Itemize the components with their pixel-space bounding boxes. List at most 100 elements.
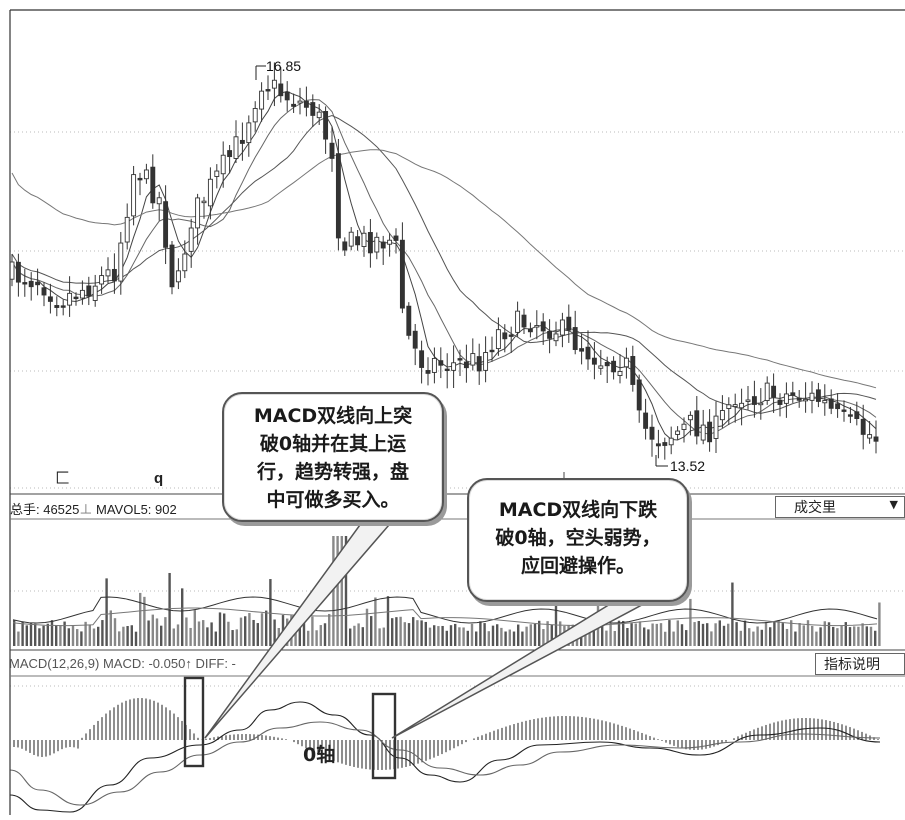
macd-value-label: MACD: -0.050 <box>102 656 186 671</box>
candle-body <box>214 170 220 177</box>
volume-bar <box>147 620 150 646</box>
volume-bar <box>168 572 171 646</box>
low-marker: 13.52 <box>655 455 705 474</box>
volume-bar <box>378 628 381 646</box>
candlestick <box>771 373 777 413</box>
volume-bar <box>508 629 511 646</box>
candlestick <box>847 406 853 424</box>
candle-body <box>457 358 463 361</box>
indicator-help-button[interactable]: 指标说明 <box>815 653 905 675</box>
candle-body <box>611 360 617 373</box>
volume-bar <box>315 630 318 646</box>
volume-bar <box>496 624 499 646</box>
volume-bar <box>210 622 213 646</box>
volume-bar <box>727 623 730 646</box>
candle-body <box>195 197 201 229</box>
candle-body <box>540 321 546 332</box>
candlestick <box>431 347 437 384</box>
candlestick <box>809 381 815 414</box>
volume-bar <box>160 625 163 646</box>
candle-body <box>227 150 233 158</box>
candlestick <box>617 354 623 384</box>
volume-bar <box>559 621 562 646</box>
candle-body <box>732 404 738 408</box>
volume-bar <box>722 625 726 646</box>
candle-body <box>118 242 124 282</box>
candle-body <box>771 385 777 398</box>
volume-bar <box>412 617 415 646</box>
candlestick <box>828 389 834 415</box>
candlestick <box>316 104 322 125</box>
candle-body <box>630 356 636 385</box>
volume-bar <box>101 620 104 646</box>
candlestick <box>207 167 213 220</box>
candlestick <box>604 356 610 383</box>
candlestick <box>47 283 53 314</box>
volume-bar <box>71 625 75 646</box>
candlestick <box>399 222 405 314</box>
chevron-down-icon: ▼ <box>889 498 898 511</box>
volume-bar <box>609 622 612 646</box>
candlestick <box>463 344 469 383</box>
candlestick <box>873 420 879 454</box>
volume-bar <box>605 630 608 646</box>
volume-bar <box>34 623 37 646</box>
candlestick <box>438 347 444 379</box>
candlestick <box>822 384 828 416</box>
candlestick <box>79 280 85 305</box>
candlestick <box>361 225 367 257</box>
callout-line: MACD双线向上突 <box>253 405 413 427</box>
volume-bar <box>500 627 503 646</box>
candlestick <box>649 414 655 457</box>
volume-bar <box>475 631 478 646</box>
volume-bar <box>42 625 45 646</box>
volume-bar <box>63 621 66 646</box>
volume-bar <box>424 621 427 646</box>
volume-bar <box>491 625 495 646</box>
candle-body <box>527 328 533 333</box>
candle-body <box>835 403 841 410</box>
candle-body <box>188 227 194 252</box>
candle-body <box>335 153 341 239</box>
volume-bar <box>332 536 335 646</box>
candlestick <box>188 218 194 268</box>
volume-bar <box>428 627 432 646</box>
candlestick <box>28 272 34 301</box>
volume-bar <box>130 625 133 646</box>
candle-body <box>636 379 642 411</box>
volume-bar <box>164 617 167 646</box>
volume-bar <box>794 631 797 646</box>
candlestick <box>662 437 668 460</box>
candle-body <box>310 102 316 116</box>
candlestick <box>694 396 700 445</box>
macd-dif-line <box>9 701 881 813</box>
volume-bar <box>176 624 180 646</box>
candlestick <box>521 308 527 334</box>
candle-body <box>643 412 649 429</box>
candlestick <box>726 397 732 425</box>
volume-bar <box>370 616 373 646</box>
volume-bar <box>483 623 486 646</box>
volume-bar <box>756 626 759 646</box>
volume-bar <box>659 623 663 646</box>
callout-line: 行，趋势转强，盘 <box>256 461 409 483</box>
callout-line: 破0轴，空头弱势， <box>495 527 661 549</box>
candle-body <box>297 100 303 104</box>
volume-bar <box>458 627 461 646</box>
candlestick <box>252 101 258 132</box>
volume-bar <box>533 623 537 646</box>
candlestick <box>60 299 66 316</box>
candle-body <box>860 418 866 435</box>
candle-body <box>207 178 213 207</box>
volume-bar <box>630 623 633 646</box>
candle-body <box>201 200 207 204</box>
volume-bar <box>739 630 742 646</box>
volume-indicator-dropdown[interactable]: 成交里 ▼ <box>775 496 905 518</box>
candle-body <box>361 232 367 247</box>
volume-bar <box>832 626 835 646</box>
candlestick <box>259 82 265 122</box>
volume-bar <box>676 620 679 646</box>
candle-body <box>758 402 764 406</box>
volume-bar <box>701 623 705 646</box>
